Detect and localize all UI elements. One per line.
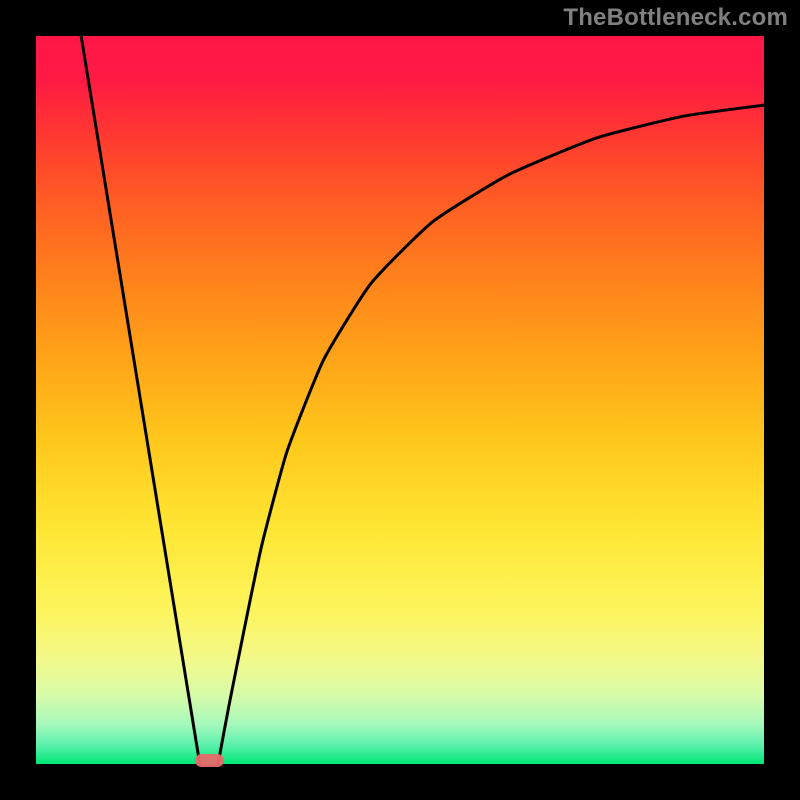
watermark-text: TheBottleneck.com (563, 4, 788, 32)
vertex-marker (195, 754, 224, 766)
curve-layer (36, 36, 764, 764)
plot-area (36, 36, 764, 764)
outer-frame: TheBottleneck.com (0, 0, 800, 800)
curve-left-branch (81, 36, 200, 764)
curve-right-branch (218, 105, 764, 764)
